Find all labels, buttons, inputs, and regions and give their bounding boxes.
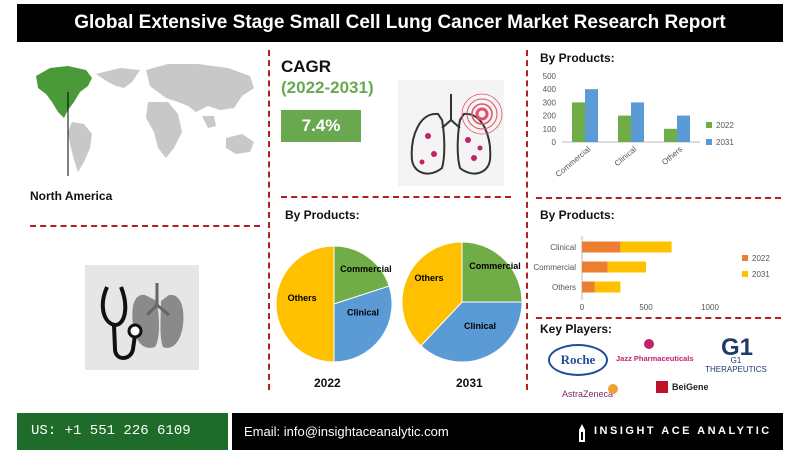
y-tick-label: Others [552, 283, 576, 292]
y-tick-label: 200 [543, 112, 557, 121]
x-tick-label: 1000 [701, 303, 719, 312]
roche-logo: Roche [548, 344, 608, 376]
pie-charts: Commercial Clinical Others Commercial Clinic… [275, 241, 523, 363]
cagr-years: (2022-2031) [281, 78, 374, 97]
bar [677, 115, 690, 142]
pie-slice-label: Clinical [464, 321, 496, 331]
pie-2031-label: 2031 [456, 376, 483, 390]
footer-bar: Email: info@insightaceanalytic.com INSIG… [232, 413, 783, 450]
y-tick-label: 0 [552, 138, 557, 147]
legend-label: 2031 [752, 270, 770, 279]
pie-slice-label: Clinical [347, 308, 379, 318]
divider-cagr [281, 196, 511, 198]
pie-slice [401, 241, 463, 347]
jazz-logo-icon [644, 339, 654, 349]
x-tick-label: Commercial [554, 144, 593, 178]
cagr-value: 7.4% [281, 110, 361, 142]
bar [572, 102, 585, 142]
north-america-shape [36, 66, 92, 118]
bar [631, 102, 644, 142]
astrazeneca-logo: AstraZeneca [562, 389, 614, 399]
legend-label: 2022 [752, 254, 770, 263]
y-tick-label: 400 [543, 85, 557, 94]
legend-swatch [706, 122, 712, 128]
bar-segment [582, 281, 595, 293]
y-tick-label: 300 [543, 98, 557, 107]
pie-slice-label: Commercial [469, 261, 521, 271]
region-label: North America [30, 189, 113, 203]
bar [585, 89, 598, 142]
page-title: Global Extensive Stage Small Cell Lung C… [17, 4, 783, 42]
bar-segment [607, 261, 646, 273]
g1-logo: G1 [720, 334, 753, 361]
y-tick-label: 500 [543, 72, 557, 81]
divider-left [268, 50, 270, 390]
pie-slice [461, 241, 523, 303]
y-tick-label: 100 [543, 125, 557, 134]
brand-logo-icon [579, 424, 585, 442]
pie-slice [333, 245, 390, 305]
g1-logo-text: G1 THERAPEUTICS [705, 356, 767, 374]
jazz-logo: Jazz Pharmaceuticals [616, 354, 694, 363]
divider-hbar [536, 317, 781, 319]
stethoscope-lungs-icon [85, 265, 199, 370]
horizontal-bar-chart: Clinical Commercial Others 0 500 1000 2022 2031 [533, 236, 770, 312]
pie-slice-label: Others [414, 273, 443, 283]
world-map-icon [36, 64, 254, 176]
x-tick-label: 500 [639, 303, 653, 312]
y-tick-label: Clinical [550, 243, 576, 252]
lungs-target-icon [398, 80, 504, 186]
key-players-title: Key Players: [540, 322, 613, 336]
pie-section-title: By Products: [285, 208, 360, 222]
legend-swatch [706, 139, 712, 145]
bar [664, 128, 677, 142]
bar-segment [582, 241, 621, 253]
beigene-logo-icon [656, 381, 668, 393]
x-tick-label: Clinical [613, 145, 639, 169]
divider-region [30, 225, 260, 227]
bar-section-title: By Products: [540, 51, 615, 65]
divider-right [526, 50, 528, 390]
bar-segment [620, 241, 672, 253]
cagr-title: CAGR [281, 57, 332, 76]
pie-slice [275, 245, 335, 363]
pie-slice [333, 285, 393, 363]
bar [618, 115, 631, 142]
y-tick-label: Commercial [533, 263, 576, 272]
x-tick-label: Others [660, 145, 684, 167]
legend-label: 2031 [716, 138, 734, 147]
legend-label: 2022 [716, 121, 734, 130]
bar-segment [594, 281, 621, 293]
bar-segment [582, 261, 608, 273]
phone-number: US: +1 551 226 6109 [17, 413, 228, 450]
brand-name: INSIGHT ACE ANALYTIC [594, 425, 772, 437]
beigene-logo: BeiGene [672, 382, 709, 392]
pie-slice-label: Commercial [340, 264, 392, 274]
pie-slice-label: Others [288, 293, 317, 303]
x-tick-label: 0 [580, 303, 585, 312]
divider-bar [536, 197, 781, 199]
pie-2022-label: 2022 [314, 376, 341, 390]
hbar-section-title: By Products: [540, 208, 615, 222]
pie-slice [420, 301, 523, 363]
legend-swatch [742, 271, 748, 277]
email-address: Email: info@insightaceanalytic.com [244, 424, 449, 439]
legend-swatch [742, 255, 748, 261]
vertical-bar-chart: 0 100 200 300 400 500 Commercial Clinical Others… [543, 72, 735, 179]
astrazeneca-logo-icon [608, 384, 618, 394]
